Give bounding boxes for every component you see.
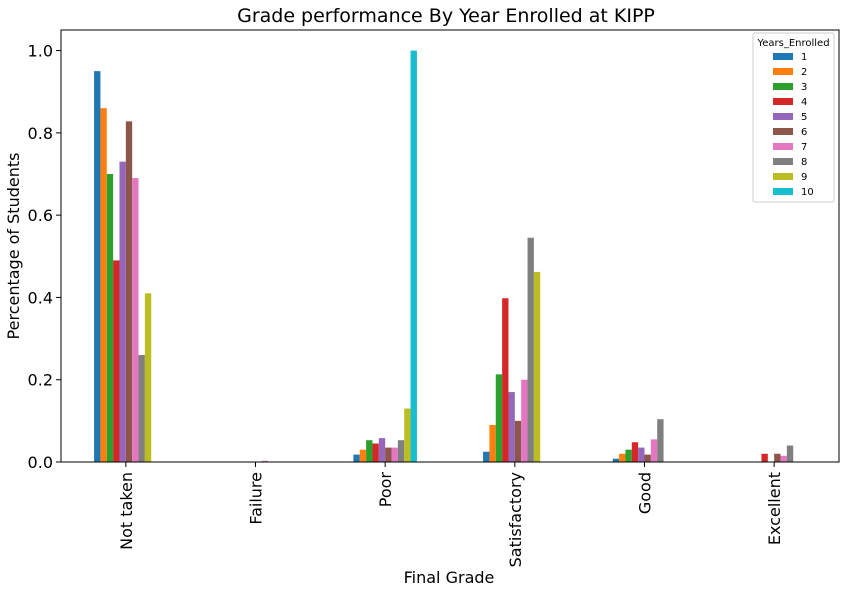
- bar-series-7-not-taken: [132, 178, 139, 463]
- y-tick-label: 0.8: [28, 124, 53, 143]
- bar-series-7-poor: [391, 447, 398, 462]
- y-axis-title: Percentage of Students: [4, 153, 23, 340]
- bar-series-6-excellent: [774, 453, 781, 462]
- bar-series-4-excellent: [761, 453, 768, 462]
- bar-series-3-poor: [366, 440, 373, 462]
- legend-label-6: 6: [801, 127, 807, 138]
- legend-label-1: 1: [801, 52, 807, 63]
- bar-series-1-poor: [353, 454, 360, 462]
- legend-label-9: 9: [801, 172, 807, 183]
- bar-series-2-good: [619, 453, 626, 462]
- legend-label-5: 5: [801, 112, 807, 123]
- bar-series-7-good: [650, 439, 658, 462]
- y-tick-label: 0.4: [28, 288, 53, 307]
- bar-series-10-poor: [410, 50, 417, 462]
- y-tick-label: 0.2: [28, 371, 53, 390]
- legend-title: Years_Enrolled: [756, 38, 829, 49]
- bar-series-8-satisfactory: [527, 237, 534, 462]
- y-tick-label: 0.0: [28, 453, 53, 472]
- legend-label-10: 10: [801, 187, 814, 198]
- bar-series-6-satisfactory: [514, 420, 522, 462]
- bar-series-3-satisfactory: [495, 374, 503, 462]
- y-tick-label: 1.0: [28, 42, 53, 61]
- bar-series-6-not-taken: [125, 121, 133, 462]
- bar-series-5-satisfactory: [508, 392, 515, 462]
- x-tick-label: Excellent: [765, 472, 784, 545]
- x-tick-label: Failure: [247, 472, 266, 525]
- bar-series-8-excellent: [786, 445, 794, 462]
- bar-series-5-not-taken: [119, 161, 126, 462]
- plot-frame: [60, 29, 840, 463]
- bar-series-6-poor: [385, 447, 392, 462]
- legend-swatch-3: [773, 83, 793, 90]
- legend-swatch-8: [773, 158, 793, 165]
- legend-swatch-1: [773, 53, 793, 60]
- bar-series-9-poor: [404, 408, 411, 462]
- bar-series-4-satisfactory: [502, 298, 509, 462]
- bar-series-7-excellent: [780, 455, 787, 462]
- x-tick-label: Satisfactory: [506, 472, 525, 567]
- bar-series-3-not-taken: [106, 174, 114, 462]
- x-tick-label: Poor: [376, 472, 395, 508]
- bar-series-9-not-taken: [144, 293, 152, 462]
- legend-label-2: 2: [801, 67, 807, 78]
- bar-series-4-good: [631, 442, 639, 462]
- bar-series-1-good: [612, 458, 620, 462]
- bar-series-1-satisfactory: [483, 451, 490, 462]
- y-tick-label: 0.6: [28, 206, 53, 225]
- legend-swatch-10: [773, 188, 793, 195]
- bar-series-7-failure: [261, 460, 269, 462]
- bar-series-5-good: [638, 447, 645, 462]
- legend-label-3: 3: [801, 82, 807, 93]
- legend-swatch-5: [773, 113, 793, 120]
- bar-series-8-poor: [397, 440, 405, 462]
- legend-label-8: 8: [801, 157, 807, 168]
- bar-series-6-good: [644, 454, 651, 462]
- bar-series-2-satisfactory: [489, 424, 496, 462]
- bar-series-4-poor: [372, 443, 379, 462]
- plot-area: 0.0 0.2 0.4 0.6 0.8 1.0 Not taken Failure Poor Sa…: [28, 29, 840, 567]
- bar-series-9-satisfactory: [533, 271, 541, 462]
- bar-series-2-not-taken: [100, 108, 107, 463]
- bar-series-5-poor: [378, 438, 386, 462]
- legend-swatch-4: [773, 98, 793, 105]
- bar-series-7-satisfactory: [521, 379, 528, 462]
- bar-series-3-good: [625, 449, 632, 462]
- legend-label-4: 4: [801, 97, 807, 108]
- x-tick-label: Good: [636, 472, 655, 514]
- bar-series-1-not-taken: [94, 71, 101, 462]
- bar-series-2-poor: [359, 449, 367, 462]
- bar-series-8-not-taken: [138, 355, 145, 462]
- x-tick-label: Not taken: [117, 472, 136, 550]
- legend-label-7: 7: [801, 142, 807, 153]
- bar-series-8-good: [657, 419, 664, 462]
- legend-box: [752, 32, 835, 203]
- legend-swatch-9: [773, 173, 793, 180]
- chart-title: Grade performance By Year Enrolled at KI…: [237, 5, 655, 27]
- legend: Years_Enrolled 1 2 3 4 5 6 7 8 9 10: [752, 32, 835, 203]
- legend-swatch-6: [773, 128, 793, 135]
- x-axis-title: Final Grade: [404, 568, 495, 587]
- bar-series-4-not-taken: [113, 260, 120, 462]
- legend-swatch-7: [773, 143, 793, 150]
- legend-swatch-2: [773, 68, 793, 75]
